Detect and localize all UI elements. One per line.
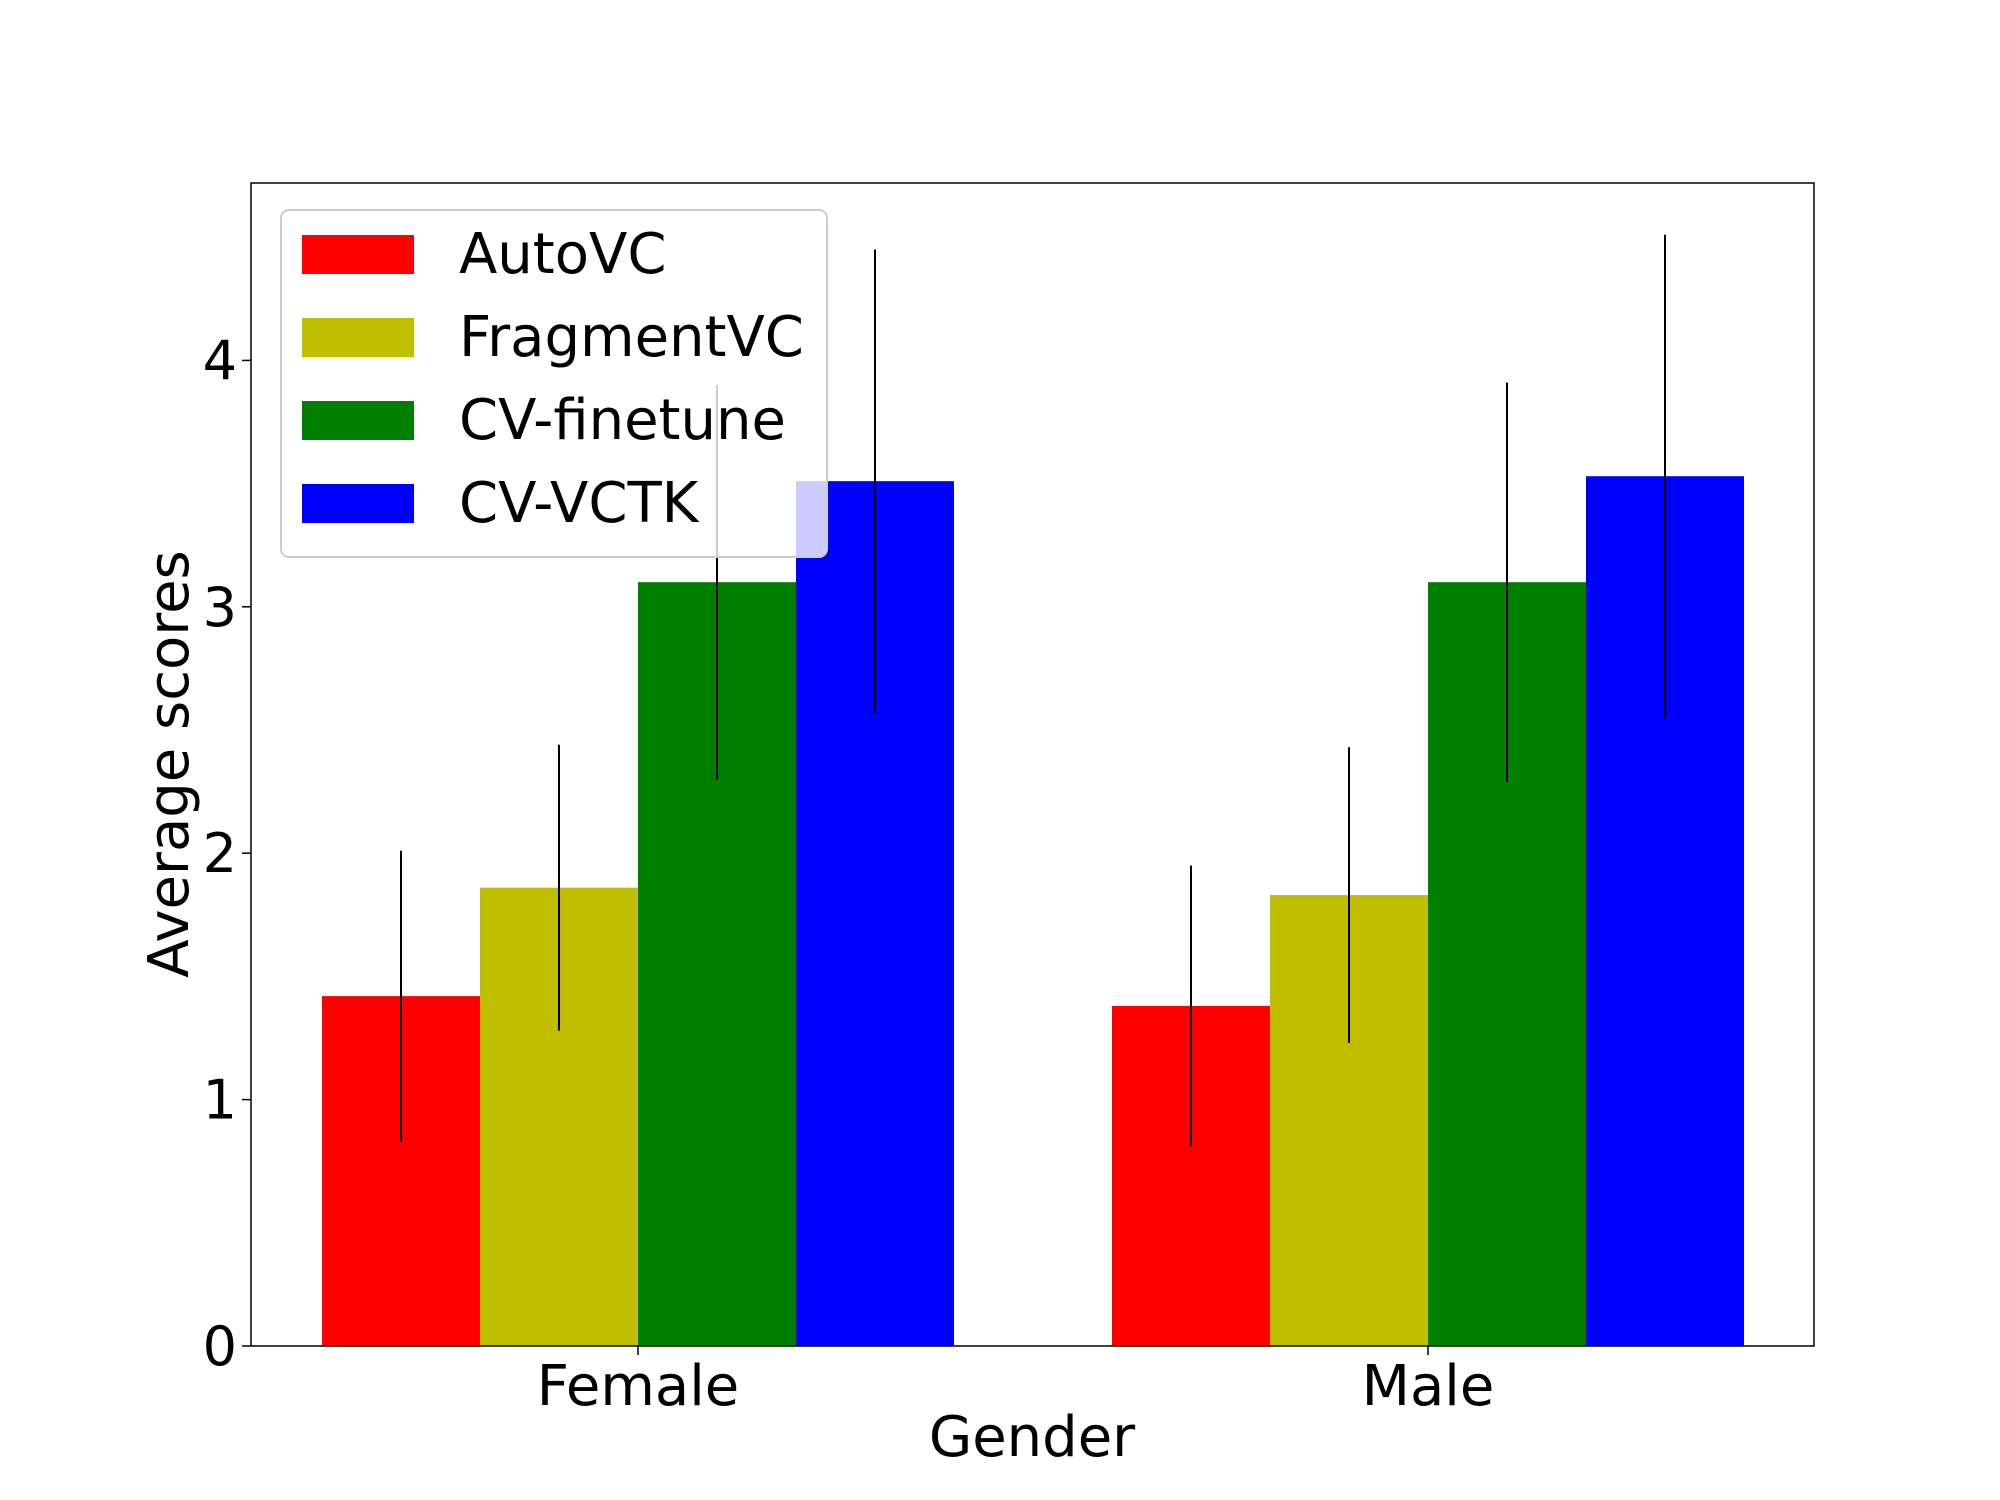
legend-label: CV-VCTK: [459, 471, 700, 536]
legend-swatch: [302, 484, 414, 523]
y-tick-label: 1: [203, 1069, 237, 1132]
y-tick-label: 2: [203, 822, 237, 885]
error-bars-group: [400, 234, 1666, 1147]
legend: AutoVC FragmentVC CV-finetune CV-VCTK: [280, 209, 828, 558]
legend-box: [280, 209, 828, 558]
legend-swatch: [302, 401, 414, 440]
legend-label: CV-finetune: [459, 388, 786, 453]
x-axis-ticks: Female Male: [537, 1346, 1495, 1419]
y-tick-label: 0: [203, 1315, 237, 1378]
legend-label: AutoVC: [459, 222, 666, 287]
y-tick-label: 4: [203, 329, 237, 392]
y-axis-ticks: 0 1 2 3 4: [203, 329, 251, 1378]
legend-label: FragmentVC: [459, 305, 804, 370]
legend-swatch: [302, 318, 414, 357]
x-tick-label: Female: [537, 1354, 739, 1419]
legend-swatch: [302, 235, 414, 274]
plot-area-frame: [250, 182, 1815, 1347]
x-tick-label: Male: [1362, 1354, 1495, 1419]
y-tick-label: 3: [203, 576, 237, 639]
x-axis-label: Gender: [929, 1405, 1136, 1470]
legend-items: AutoVC FragmentVC CV-finetune CV-VCTK: [302, 222, 804, 536]
bars-group: [322, 476, 1744, 1346]
y-axis-label: Average scores: [137, 550, 202, 977]
